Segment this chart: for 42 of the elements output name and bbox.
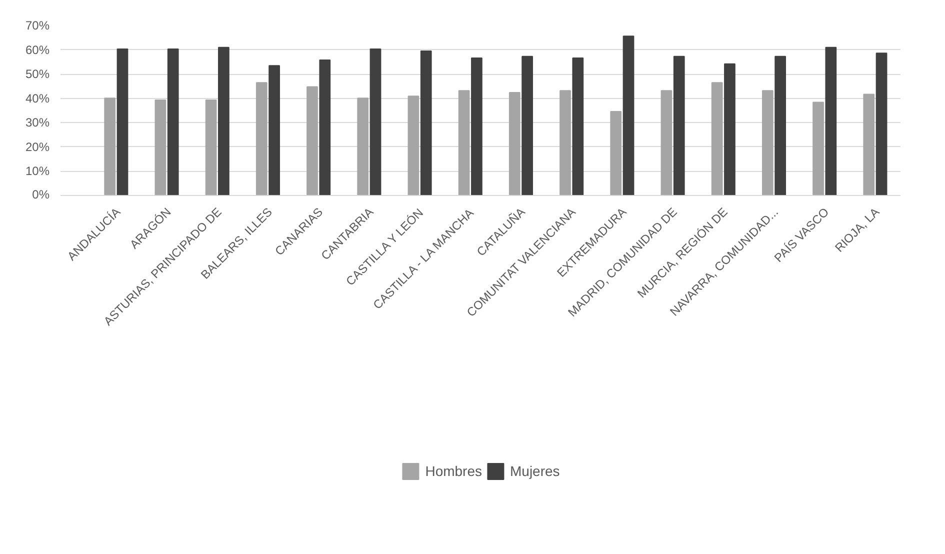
bar <box>268 65 280 196</box>
bar <box>711 82 723 196</box>
bar <box>572 58 584 196</box>
bar <box>154 100 166 196</box>
y-tick-label: 30% <box>25 116 50 130</box>
bar <box>610 110 622 196</box>
bar <box>876 52 888 196</box>
y-tick-label: 60% <box>25 42 50 57</box>
y-tick-label: 40% <box>25 91 50 106</box>
bar <box>673 56 685 196</box>
bar <box>218 46 230 196</box>
bar <box>724 63 736 196</box>
bar <box>370 48 382 196</box>
bar <box>863 94 875 196</box>
bar <box>205 100 217 196</box>
bar <box>660 90 672 196</box>
y-tick-label: 10% <box>25 164 50 178</box>
bar <box>306 86 318 196</box>
bar <box>420 50 432 196</box>
bar <box>522 56 533 196</box>
bar <box>167 48 179 196</box>
legend-label: Hombres <box>425 463 482 479</box>
bar <box>825 46 837 196</box>
bar <box>622 36 634 196</box>
bar <box>357 98 369 196</box>
bar <box>508 92 520 196</box>
bar <box>762 90 774 196</box>
bar <box>774 56 786 196</box>
y-tick-label: 20% <box>25 140 50 154</box>
bar <box>458 90 470 196</box>
bar <box>256 82 268 196</box>
y-tick-label: 70% <box>25 18 50 32</box>
bar <box>408 96 420 196</box>
bar <box>471 58 482 196</box>
bar <box>104 98 116 196</box>
bar <box>116 48 128 196</box>
bar <box>812 102 824 196</box>
bar <box>319 59 331 196</box>
bar <box>560 90 571 196</box>
y-tick-label: 50% <box>25 67 50 82</box>
legend-label: Mujeres <box>510 463 560 479</box>
y-tick-label: 0% <box>32 188 50 202</box>
